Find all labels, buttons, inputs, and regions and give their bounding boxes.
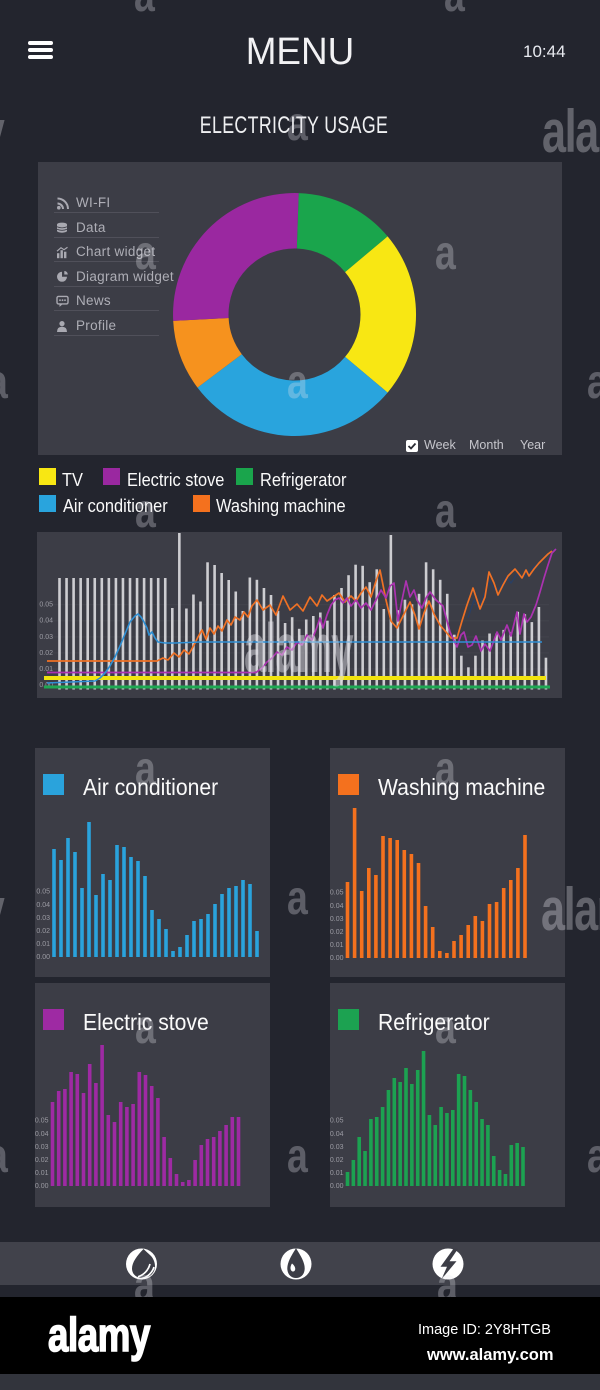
svg-text:0.01: 0.01 — [330, 1170, 344, 1177]
svg-text:0.04: 0.04 — [35, 1131, 49, 1138]
svg-text:0.03: 0.03 — [39, 634, 53, 641]
svg-text:0.04: 0.04 — [330, 903, 344, 910]
svg-text:0.01: 0.01 — [35, 1170, 49, 1177]
svg-text:0.01: 0.01 — [36, 941, 50, 948]
svg-text:0.02: 0.02 — [330, 929, 344, 936]
svg-text:0.01: 0.01 — [330, 942, 344, 949]
svg-text:0.00: 0.00 — [330, 1183, 344, 1190]
svg-text:0.00: 0.00 — [36, 954, 50, 961]
svg-text:0.05: 0.05 — [330, 1118, 344, 1125]
svg-text:0.04: 0.04 — [39, 618, 53, 625]
svg-text:0.03: 0.03 — [35, 1144, 49, 1151]
svg-text:0.05: 0.05 — [39, 602, 53, 609]
svg-text:0.05: 0.05 — [330, 890, 344, 897]
svg-text:0.03: 0.03 — [330, 1144, 344, 1151]
svg-text:0.03: 0.03 — [330, 916, 344, 923]
svg-text:0.03: 0.03 — [36, 915, 50, 922]
svg-text:0.00: 0.00 — [330, 955, 344, 962]
svg-text:0.00: 0.00 — [39, 682, 53, 689]
svg-text:0.01: 0.01 — [39, 666, 53, 673]
svg-text:0.05: 0.05 — [35, 1118, 49, 1125]
svg-text:0.04: 0.04 — [330, 1131, 344, 1138]
svg-text:0.00: 0.00 — [35, 1183, 49, 1190]
svg-text:0.02: 0.02 — [330, 1157, 344, 1164]
svg-text:0.02: 0.02 — [36, 928, 50, 935]
svg-text:0.02: 0.02 — [35, 1157, 49, 1164]
svg-text:0.02: 0.02 — [39, 650, 53, 657]
svg-text:0.05: 0.05 — [36, 889, 50, 896]
svg-text:0.04: 0.04 — [36, 902, 50, 909]
